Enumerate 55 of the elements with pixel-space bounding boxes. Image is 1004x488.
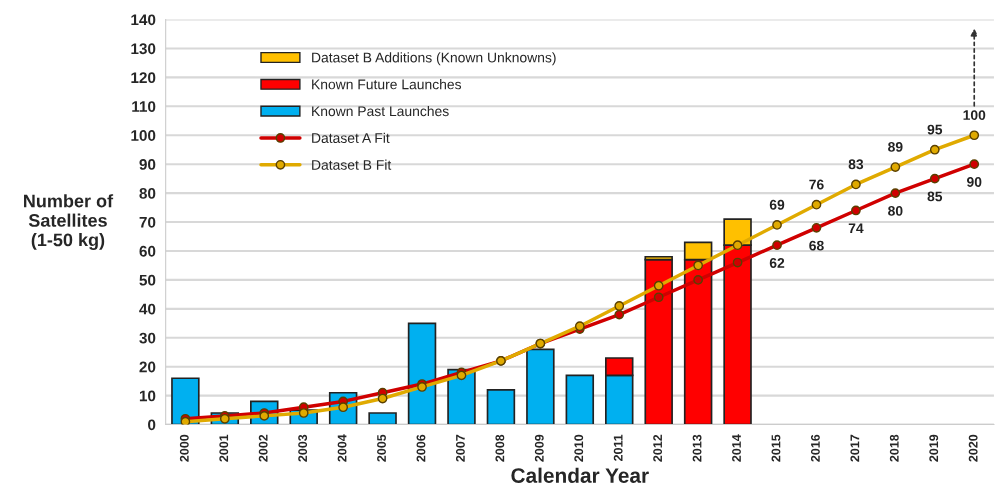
data-label: 90: [967, 177, 982, 187]
x-tick-label: 2000: [179, 434, 189, 462]
y-tick-label: 140: [131, 14, 156, 26]
x-tick-label: 2018: [889, 434, 899, 462]
x-tick-label: 2006: [416, 434, 426, 462]
x-tick-label: 2016: [810, 434, 820, 462]
y-tick-label: 20: [139, 361, 156, 373]
data-label: 80: [888, 205, 903, 216]
y-tick-label: 0: [148, 419, 156, 431]
x-tick-label: 2014: [732, 434, 741, 462]
data-label: 68: [809, 240, 824, 251]
x-tick-label: 2011: [613, 434, 623, 461]
y-tick-label: 120: [131, 72, 156, 84]
y-tick-label: 30: [139, 332, 156, 344]
x-axis-title: Calendar Year: [511, 467, 649, 483]
data-label: 62: [769, 258, 785, 268]
data-label: 69: [769, 199, 785, 210]
x-tick-label: 2008: [495, 434, 505, 462]
legend-label: Known Past Launches: [312, 105, 449, 117]
y-tick-label: 70: [139, 216, 156, 228]
x-tick-label: 2002: [258, 434, 268, 462]
x-tick-label: 2013: [692, 434, 702, 462]
data-label: 74: [848, 223, 864, 234]
y-tick-label: 10: [139, 390, 156, 402]
data-label: 95: [927, 124, 943, 135]
legend-label: Dataset A Fit: [312, 132, 390, 143]
x-tick-label: 2017: [850, 434, 860, 462]
data-label: 100: [963, 110, 986, 120]
y-tick-label: 90: [139, 159, 156, 170]
data-label: 85: [927, 191, 943, 202]
x-tick-label: 2012: [653, 434, 663, 462]
y-tick-label: 60: [139, 245, 156, 257]
y-tick-label: 100: [131, 130, 156, 141]
x-tick-label: 2007: [455, 434, 465, 462]
y-tick-label: 130: [131, 43, 156, 55]
x-tick-label: 2009: [534, 434, 544, 462]
legend-label: Known Future Launches: [312, 79, 462, 90]
x-tick-label: 2001: [219, 434, 229, 462]
x-tick-label: 2004: [337, 434, 347, 462]
x-tick-label: 2015: [771, 434, 781, 462]
data-label: 83: [848, 159, 864, 170]
y-tick-label: 80: [139, 187, 156, 199]
x-tick-label: 2010: [574, 434, 584, 462]
x-tick-label: 2003: [298, 434, 308, 462]
y-tick-label: 110: [132, 101, 156, 112]
legend-label: Dataset B Additions (Known Unknowns): [312, 52, 556, 66]
y-tick-label: 50: [139, 274, 156, 286]
data-label: 89: [888, 141, 903, 152]
x-tick-label: 2020: [968, 434, 978, 462]
x-tick-label: 2005: [377, 434, 386, 462]
legend-label: Dataset B Fit: [312, 159, 392, 170]
y-axis-title: Number of Satellites (1-50 kg): [24, 194, 114, 250]
data-label: 76: [809, 179, 824, 190]
y-tick-label: 40: [139, 303, 156, 315]
x-tick-label: 2019: [929, 434, 939, 462]
